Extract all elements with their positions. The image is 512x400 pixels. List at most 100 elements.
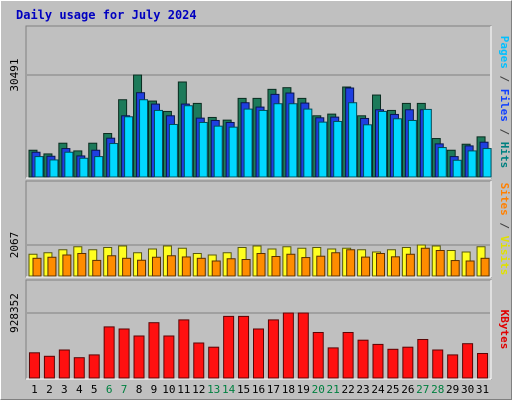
x-tick-label-13: 13: [207, 383, 220, 396]
bar-top-pages-day-29: [452, 159, 462, 178]
bar-top-pages-day-30: [467, 150, 477, 178]
x-tick-label-17: 17: [267, 383, 280, 396]
bar-top-pages-day-18: [288, 103, 298, 178]
bar-mid-sites-day-21: [331, 252, 341, 277]
bar-bottom-kbytes-day-7: [118, 328, 130, 379]
legend-files: Files: [498, 89, 511, 122]
bar-mid-sites-day-20: [316, 255, 326, 277]
x-tick-label-21: 21: [327, 383, 340, 396]
bar-top-pages-day-28: [437, 147, 447, 178]
x-tick-label-29: 29: [446, 383, 459, 396]
bar-mid-sites-day-28: [435, 250, 445, 277]
bar-mid-sites-day-9: [151, 256, 161, 277]
x-tick-label-4: 4: [76, 383, 83, 396]
bar-mid-sites-day-7: [122, 257, 132, 277]
bar-bottom-kbytes-day-3: [58, 349, 70, 379]
x-tick-label-2: 2: [46, 383, 53, 396]
x-tick-label-26: 26: [401, 383, 414, 396]
x-tick-label-6: 6: [106, 383, 113, 396]
panel-top-ymax-label: 30491: [8, 58, 21, 91]
bar-mid-sites-day-26: [405, 253, 415, 277]
bar-bottom-kbytes-day-4: [73, 357, 85, 379]
legend--sep-1: /: [498, 216, 511, 236]
bar-top-pages-day-23: [363, 124, 373, 178]
bar-mid-sites-day-18: [286, 253, 296, 277]
bar-bottom-kbytes-day-21: [327, 347, 339, 379]
bar-top-pages-day-1: [34, 156, 44, 178]
bar-mid-sites-day-11: [181, 256, 191, 277]
bar-bottom-kbytes-day-14: [223, 315, 235, 379]
bar-bottom-kbytes-day-6: [103, 326, 115, 379]
bar-mid-sites-day-10: [166, 255, 176, 277]
bar-bottom-kbytes-day-8: [133, 335, 145, 379]
bar-bottom-kbytes-day-17: [267, 319, 279, 379]
bar-bottom-kbytes-day-31: [477, 352, 489, 379]
bar-top-pages-day-20: [318, 121, 328, 178]
bar-mid-sites-day-17: [271, 256, 281, 277]
bar-top-pages-day-21: [333, 120, 343, 178]
bar-mid-sites-day-5: [92, 259, 102, 277]
x-tick-label-5: 5: [91, 383, 98, 396]
bar-bottom-kbytes-day-24: [372, 343, 384, 379]
bar-top-pages-day-31: [482, 148, 492, 178]
bar-mid-sites-day-30: [465, 260, 475, 277]
bar-mid-sites-day-8: [137, 259, 147, 277]
bar-top-pages-day-17: [273, 103, 283, 178]
bar-bottom-kbytes-day-15: [238, 315, 250, 379]
chart-title: Daily usage for July 2024: [16, 8, 197, 22]
bar-top-pages-day-27: [422, 108, 432, 178]
legend-kbytes: KBytes: [498, 310, 511, 350]
panel-mid-legend: Sites / Visits: [498, 183, 511, 276]
legend--sep-3: /: [498, 122, 511, 142]
x-tick-label-8: 8: [136, 383, 143, 396]
bar-mid-sites-day-19: [301, 257, 311, 277]
bar-mid-sites-day-23: [361, 256, 371, 277]
bar-mid-sites-day-3: [62, 254, 72, 277]
x-tick-label-12: 12: [192, 383, 205, 396]
bar-mid-sites-day-27: [420, 247, 430, 277]
x-tick-label-23: 23: [356, 383, 369, 396]
bar-top-pages-day-11: [183, 105, 193, 178]
bar-top-pages-day-2: [49, 159, 59, 178]
bar-bottom-kbytes-day-18: [282, 312, 294, 379]
bar-top-pages-day-3: [64, 151, 74, 178]
bar-bottom-kbytes-day-13: [208, 346, 220, 379]
bar-bottom-kbytes-day-1: [28, 352, 40, 379]
bar-bottom-kbytes-day-16: [253, 328, 264, 379]
bar-top-pages-day-15: [243, 108, 253, 178]
x-tick-label-15: 15: [237, 383, 250, 396]
x-tick-label-16: 16: [252, 383, 265, 396]
bar-mid-sites-day-12: [196, 257, 206, 277]
x-tick-label-1: 1: [31, 383, 38, 396]
panel-mid-ymax-label: 2067: [8, 232, 21, 259]
bar-bottom-kbytes-day-25: [387, 348, 399, 379]
x-tick-label-7: 7: [121, 383, 128, 396]
legend-visits: Visits: [498, 236, 511, 276]
x-tick-label-19: 19: [297, 383, 310, 396]
bar-bottom-kbytes-day-20: [312, 331, 324, 379]
panel-bottom-legend: KBytes: [498, 310, 511, 350]
x-tick-label-30: 30: [461, 383, 474, 396]
x-tick-label-18: 18: [282, 383, 295, 396]
bar-bottom-kbytes-day-23: [357, 339, 369, 379]
bar-mid-sites-day-29: [450, 260, 460, 277]
bar-bottom-kbytes-day-10: [163, 335, 175, 379]
bar-top-pages-day-9: [153, 109, 163, 178]
x-tick-label-11: 11: [177, 383, 190, 396]
bar-top-pages-day-22: [348, 102, 358, 178]
x-tick-label-20: 20: [312, 383, 325, 396]
bar-top-pages-day-25: [392, 118, 402, 178]
bar-bottom-kbytes-day-5: [88, 354, 100, 379]
panel-top-legend: Pages / Files / Hits: [498, 36, 511, 169]
legend--sep-1: /: [498, 69, 511, 89]
bar-mid-sites-day-1: [32, 257, 42, 277]
bar-bottom-kbytes-day-11: [178, 319, 190, 379]
bar-top-pages-day-26: [407, 119, 417, 178]
x-tick-label-28: 28: [431, 383, 444, 396]
legend-sites: Sites: [498, 183, 511, 216]
bar-mid-sites-day-2: [47, 256, 57, 277]
x-tick-label-10: 10: [162, 383, 175, 396]
bar-top-pages-day-6: [109, 143, 119, 178]
bar-bottom-kbytes-day-28: [432, 349, 444, 379]
